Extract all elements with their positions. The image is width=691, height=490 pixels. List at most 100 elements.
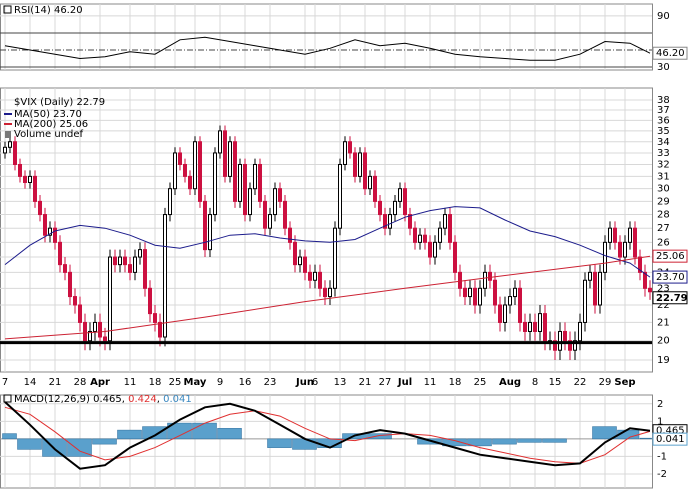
candle-body: [583, 279, 587, 323]
candle-body: [578, 321, 582, 342]
candle-body: [88, 330, 92, 342]
x-tick-label: 25: [474, 377, 487, 388]
candle-body: [293, 241, 297, 266]
candle-body: [573, 340, 577, 351]
candle-body: [388, 214, 392, 229]
candle-body: [343, 141, 347, 165]
candle-body: [193, 141, 197, 190]
candle-body: [263, 200, 267, 229]
candle-body: [248, 188, 252, 216]
candle-body: [178, 152, 182, 165]
price-tag-box: [652, 270, 688, 284]
candle-body: [598, 271, 602, 306]
legend-icon: [3, 5, 12, 14]
x-tick-label: May: [184, 377, 207, 388]
x-tick-label: Jul: [397, 377, 412, 388]
candle-body: [108, 256, 112, 342]
candle-body: [458, 271, 462, 289]
price-tag-label: 46.20: [656, 48, 685, 59]
candle-body: [18, 163, 22, 177]
x-tick-label: Aug: [499, 377, 521, 388]
price-tag-box: [652, 249, 688, 263]
candle-body: [53, 227, 57, 243]
candle-body: [118, 256, 122, 266]
candle-body: [478, 287, 482, 306]
histogram-bar: [639, 437, 652, 440]
y-tick-label: 1: [657, 416, 663, 427]
candle-body: [648, 287, 652, 293]
candle-body: [313, 271, 317, 281]
x-tick-label: 27: [379, 377, 392, 388]
candle-body: [523, 321, 527, 332]
candle-body: [288, 227, 292, 243]
x-tick-label: Apr: [90, 377, 110, 388]
candle-body: [538, 313, 542, 332]
candle-body: [13, 141, 17, 165]
x-tick-label: Sep: [614, 377, 635, 388]
candle-body: [383, 214, 387, 229]
y-tick-label: -1: [657, 451, 667, 462]
histogram-bar: [542, 438, 567, 443]
candle-body: [558, 330, 562, 351]
legend-part: 0.424: [128, 394, 157, 405]
price-tag-box: [652, 291, 688, 305]
histogram-bar: [17, 438, 42, 450]
y-tick-label: 36: [657, 115, 670, 126]
histogram-bar: [492, 438, 517, 445]
candle-body: [73, 296, 77, 306]
candle-body: [338, 163, 342, 229]
candle-body: [198, 141, 202, 202]
candle-body: [153, 313, 157, 323]
y-tick-label: 28: [657, 210, 670, 221]
x-tick-label: 18: [149, 377, 162, 388]
candle-body: [503, 304, 507, 323]
histogram-bar: [192, 422, 217, 440]
histogram-bar: [367, 433, 392, 440]
histogram-bar: [117, 429, 142, 440]
price-tag: 0.041: [652, 432, 688, 446]
candle-body: [33, 175, 37, 202]
candle-body: [633, 227, 637, 258]
candle-body: [618, 241, 622, 258]
price-tag-box: [652, 46, 688, 60]
price-tag: 22.79: [652, 291, 688, 305]
candle-body: [413, 227, 417, 243]
legend-entry: MA(50) 23.70: [14, 109, 82, 120]
candle-body: [43, 214, 47, 236]
candle-body: [498, 304, 502, 323]
candle-body: [238, 163, 242, 202]
histogram-bar: [592, 426, 617, 440]
y-tick-label: 90: [657, 11, 670, 22]
candle-body: [68, 271, 72, 298]
candle-body: [163, 214, 167, 338]
panel-frame: [0, 3, 653, 71]
candle-body: [563, 330, 567, 342]
price-tag-label: 25.06: [656, 251, 685, 262]
legend-part: 0.041: [163, 394, 192, 405]
price-tag: 23.70: [652, 270, 688, 284]
candle-body: [463, 287, 467, 298]
candle-body: [528, 321, 532, 332]
candle-body: [148, 287, 152, 315]
x-tick-label: 14: [24, 377, 37, 388]
candle-body: [123, 256, 127, 266]
candle-body: [433, 241, 437, 258]
candle-body: [518, 287, 522, 323]
candle-body: [298, 256, 302, 266]
x-tick-label: 11: [424, 377, 437, 388]
x-tick-label: 13: [334, 377, 347, 388]
candle-body: [508, 296, 512, 306]
candle-body: [208, 214, 212, 251]
candle-body: [593, 271, 597, 306]
candle-body: [638, 256, 642, 273]
y-tick-label: 31: [657, 171, 670, 182]
x-tick-label: 15: [549, 377, 562, 388]
candle-body: [173, 152, 177, 190]
candle-body: [368, 175, 372, 190]
legend-part: MACD(12,26,9) 0.465,: [14, 394, 128, 405]
histogram-bar: [2, 433, 17, 440]
histogram-bar: [292, 438, 317, 450]
candle-body: [218, 130, 222, 154]
candle-body: [98, 321, 102, 338]
legend-entry: MA(200) 25.06: [14, 119, 88, 130]
